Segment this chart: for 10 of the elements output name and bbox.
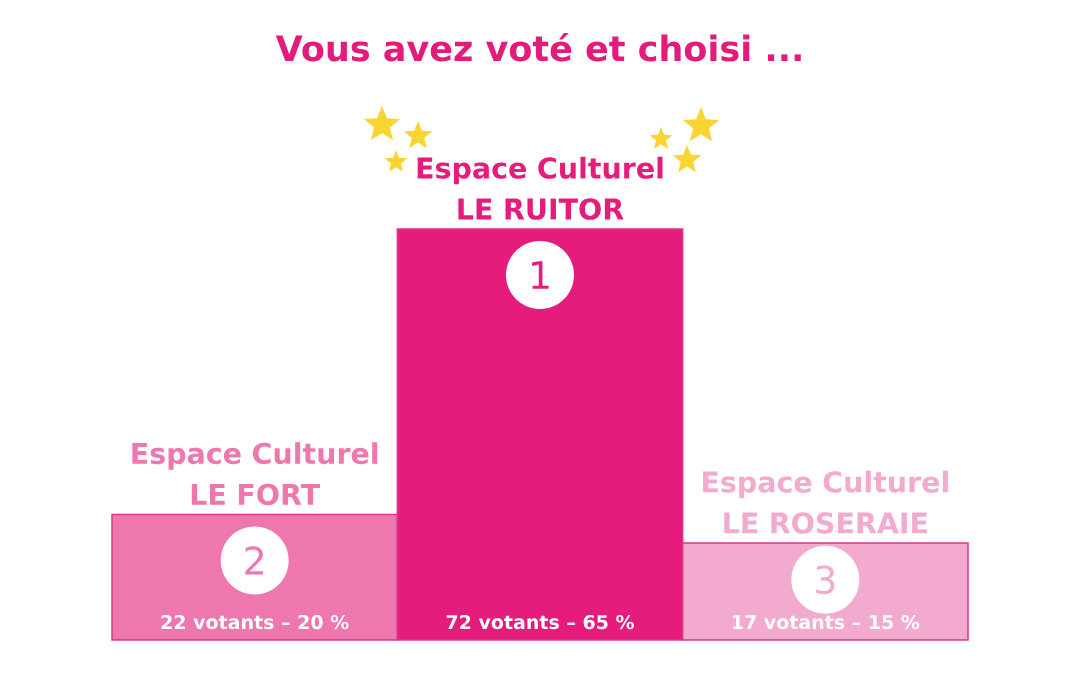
data-label: 22 votants – 20 % (161, 614, 349, 630)
chart-title: Vous avez voté et choisi ... (275, 33, 801, 62)
x-tick-label: Espace Culturel LE RUITOR (417, 156, 663, 220)
x-tick-label: Espace Culturel LE ROSERAIE (703, 470, 948, 534)
annotation: 2 (245, 546, 263, 575)
annotation: 3 (816, 565, 835, 595)
data-label: 72 votants – 65 % (446, 614, 634, 630)
annotation: 1 (532, 261, 549, 289)
x-tick-label: Espace Culturel LE FORT (132, 442, 378, 506)
data-label: 17 votants – 15 % (732, 614, 920, 630)
